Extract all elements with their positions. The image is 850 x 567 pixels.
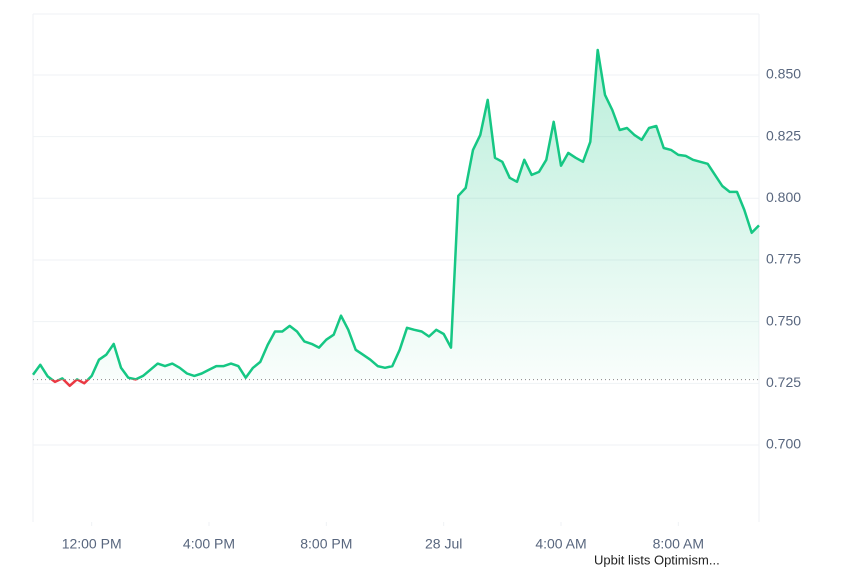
annotation: Upbit lists Optimism... bbox=[594, 552, 720, 567]
x-tick-label: 4:00 PM bbox=[183, 536, 235, 552]
y-tick-label: 0.700 bbox=[766, 436, 801, 452]
x-tick-label: 28 Jul bbox=[425, 536, 462, 552]
x-tick-label: 12:00 PM bbox=[62, 536, 122, 552]
y-tick-label: 0.800 bbox=[766, 189, 801, 205]
x-tick-label: 8:00 AM bbox=[653, 536, 704, 552]
x-tick-label: 8:00 PM bbox=[300, 536, 352, 552]
y-tick-label: 0.825 bbox=[766, 127, 801, 143]
price-line-up bbox=[31, 48, 760, 380]
area bbox=[33, 50, 759, 380]
y-tick-label: 0.750 bbox=[766, 312, 801, 328]
y-tick-label: 0.850 bbox=[766, 66, 801, 82]
y-tick-label: 0.725 bbox=[766, 374, 801, 390]
y-tick-label: 0.775 bbox=[766, 251, 801, 267]
x-tick-label: 4:00 AM bbox=[535, 536, 586, 552]
